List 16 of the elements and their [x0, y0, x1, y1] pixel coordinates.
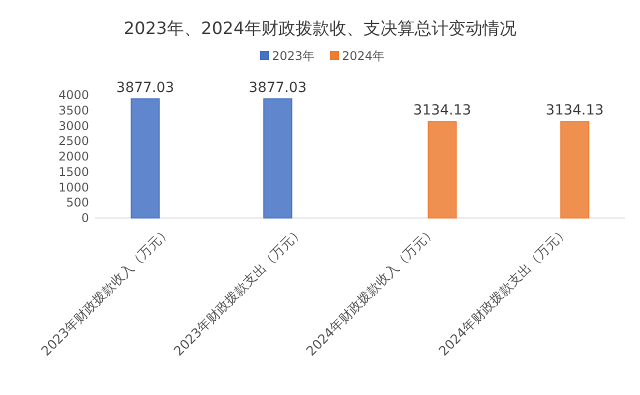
y-tick-label: 3500 [58, 103, 89, 118]
legend-label: 2024年 [342, 49, 385, 63]
y-tick-label: 3000 [58, 118, 89, 133]
chart-title: 2023年、2024年财政拨款收、支决算总计变动情况 [124, 19, 516, 39]
data-label: 3877.03 [116, 80, 174, 96]
y-tick-label: 2000 [58, 150, 89, 164]
data-label: 3877.03 [248, 80, 307, 96]
y-tick-label: 0 [81, 211, 89, 225]
legend-label: 2023年 [272, 49, 315, 63]
y-tick-label: 4000 [58, 88, 89, 102]
y-tick-label: 2500 [58, 134, 89, 148]
data-label: 3134.13 [546, 102, 604, 119]
y-tick-label: 1000 [58, 180, 89, 194]
y-tick-label: 1500 [58, 164, 89, 179]
data-label: 3134.13 [413, 102, 472, 119]
y-tick-label: 500 [66, 196, 89, 210]
